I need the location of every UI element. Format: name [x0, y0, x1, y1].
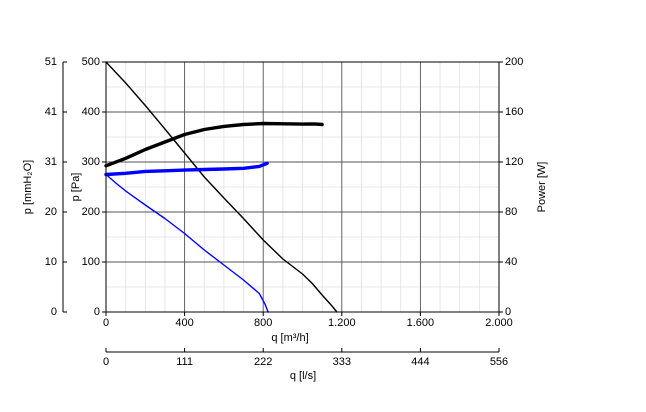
y-mmh2o-tick-label: 10: [45, 256, 57, 268]
x-m3h-tick-label: 800: [254, 317, 272, 329]
y-mmh2o-tick-label: 51: [45, 56, 57, 68]
y-pa-tick-label: 400: [82, 106, 100, 118]
x-m3h-tick-label: 2.000: [485, 317, 513, 329]
x-ls-tick-label: 556: [490, 356, 508, 368]
labels-layer: 0 100 200 300 400 500 0 10 20 31 41 51 0 40 80 120 160 20…: [22, 56, 548, 382]
y-mmh2o-axis-title: p [mmH₂O]: [22, 160, 34, 214]
y-power-tick-label: 80: [505, 206, 517, 218]
x-ls-tick-label: 0: [103, 356, 109, 368]
series-layer: [104, 61, 338, 313]
y-power-tick-label: 120: [505, 156, 523, 168]
y-power-tick-label: 160: [505, 106, 523, 118]
black-power-curve: [104, 121, 324, 168]
y-mmh2o-tick-label: 20: [45, 206, 57, 218]
x-m3h-axis-title: q [m³/h]: [271, 332, 308, 344]
black-pressure-curve: [105, 61, 338, 313]
x-ls-tick-label: 222: [254, 356, 272, 368]
x-m3h-tick-label: 0: [103, 317, 109, 329]
y-pa-tick-label: 300: [82, 156, 100, 168]
blue-power-curve: [104, 161, 269, 177]
plot-frame: [105, 61, 500, 313]
y-power-axis-title: Power [W]: [536, 162, 548, 213]
x-ls-tick-label: 333: [333, 356, 351, 368]
y-power-tick-label: 200: [505, 56, 523, 68]
x-m3h-tick-label: 400: [175, 317, 193, 329]
y-pa-tick-label: 100: [82, 256, 100, 268]
y-power-tick-label: 40: [505, 256, 517, 268]
x-m3h-tick-label: 1.200: [328, 317, 356, 329]
blue-pressure-curve: [105, 173, 269, 313]
x-ls-tick-label: 111: [176, 356, 193, 368]
y-pa-tick-label: 500: [82, 56, 100, 68]
x-ls-tick-label: 444: [411, 356, 429, 368]
y-pa-tick-label: 0: [94, 306, 100, 318]
y-power-tick-label: 0: [505, 306, 511, 318]
x-m3h-tick-label: 1.600: [407, 317, 435, 329]
y-mmh2o-tick-label: 41: [45, 106, 57, 118]
y-mmh2o-tick-label: 31: [45, 156, 57, 168]
y-pa-axis-title: p [Pa]: [70, 173, 82, 202]
y-pa-tick-label: 200: [82, 206, 100, 218]
x-ls-axis-title: q [l/s]: [290, 370, 316, 382]
grid-layer: [106, 62, 499, 312]
axes-layer: [62, 61, 503, 353]
y-mmh2o-tick-label: 0: [51, 306, 57, 318]
